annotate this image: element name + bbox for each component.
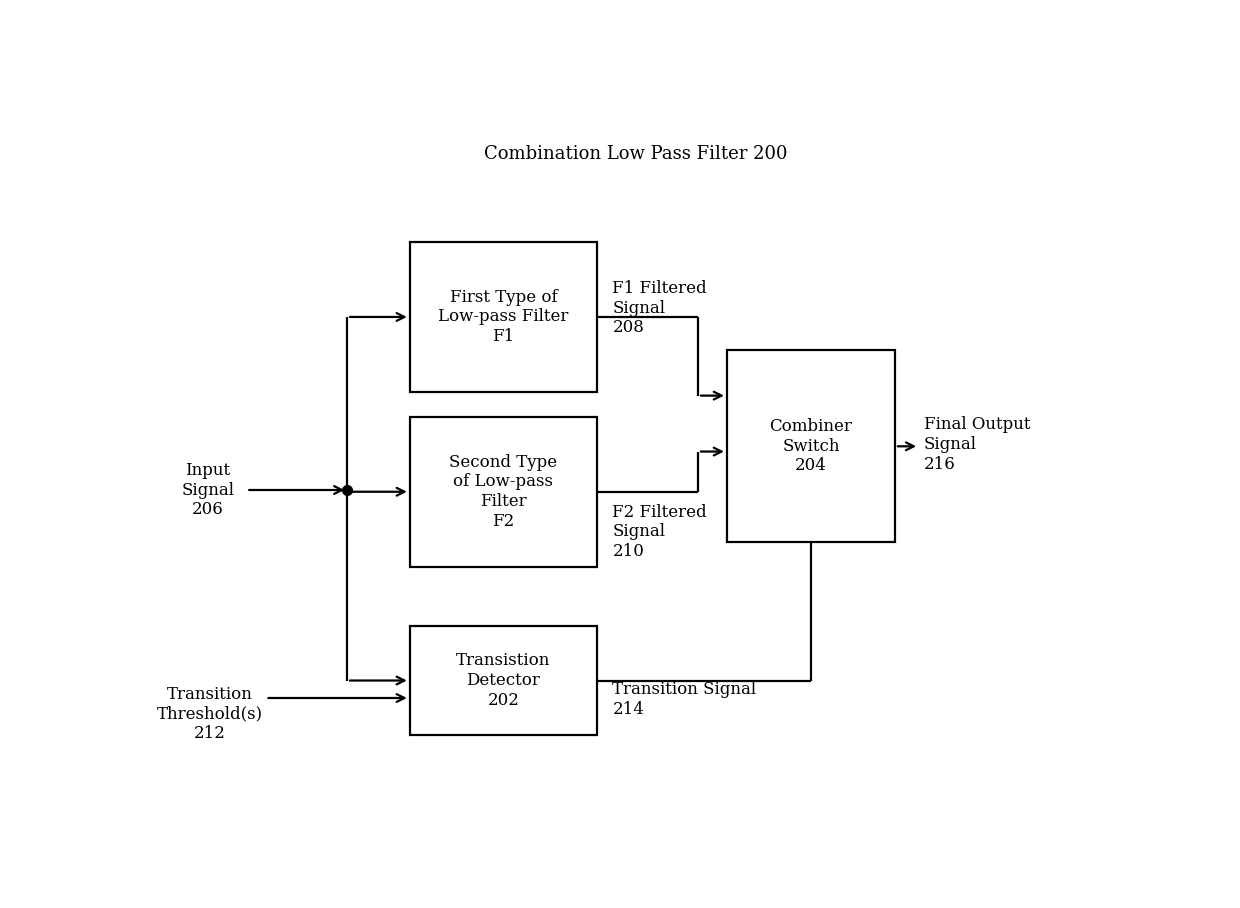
Text: Combination Low Pass Filter 200: Combination Low Pass Filter 200 [484,145,787,163]
Text: F2 Filtered
Signal
210: F2 Filtered Signal 210 [613,504,707,560]
Bar [727,350,895,542]
Text: First Type of
Low-pass Filter
F1: First Type of Low-pass Filter F1 [438,289,569,345]
Bar [409,627,598,735]
Text: Transistion
Detector
202: Transistion Detector 202 [456,653,551,708]
Text: Transition Signal
214: Transition Signal 214 [613,681,756,718]
Text: Transition
Threshold(s)
212: Transition Threshold(s) 212 [156,686,263,742]
Text: Combiner
Switch
204: Combiner Switch 204 [770,419,852,474]
Text: Input
Signal
206: Input Signal 206 [181,462,234,518]
Bar [409,242,598,392]
Text: F1 Filtered
Signal
208: F1 Filtered Signal 208 [613,281,707,336]
Bar [409,417,598,567]
Text: Second Type
of Low-pass
Filter
F2: Second Type of Low-pass Filter F2 [449,454,558,529]
Text: Final Output
Signal
216: Final Output Signal 216 [924,417,1030,473]
